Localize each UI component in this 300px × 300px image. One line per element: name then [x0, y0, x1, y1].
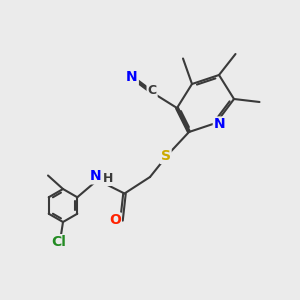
Text: O: O — [109, 214, 121, 227]
Text: N: N — [90, 169, 102, 183]
Text: H: H — [103, 172, 113, 185]
Text: Cl: Cl — [52, 235, 67, 249]
Text: N: N — [126, 70, 138, 84]
Text: C: C — [148, 84, 157, 98]
Text: N: N — [214, 118, 225, 131]
Text: S: S — [160, 149, 171, 163]
